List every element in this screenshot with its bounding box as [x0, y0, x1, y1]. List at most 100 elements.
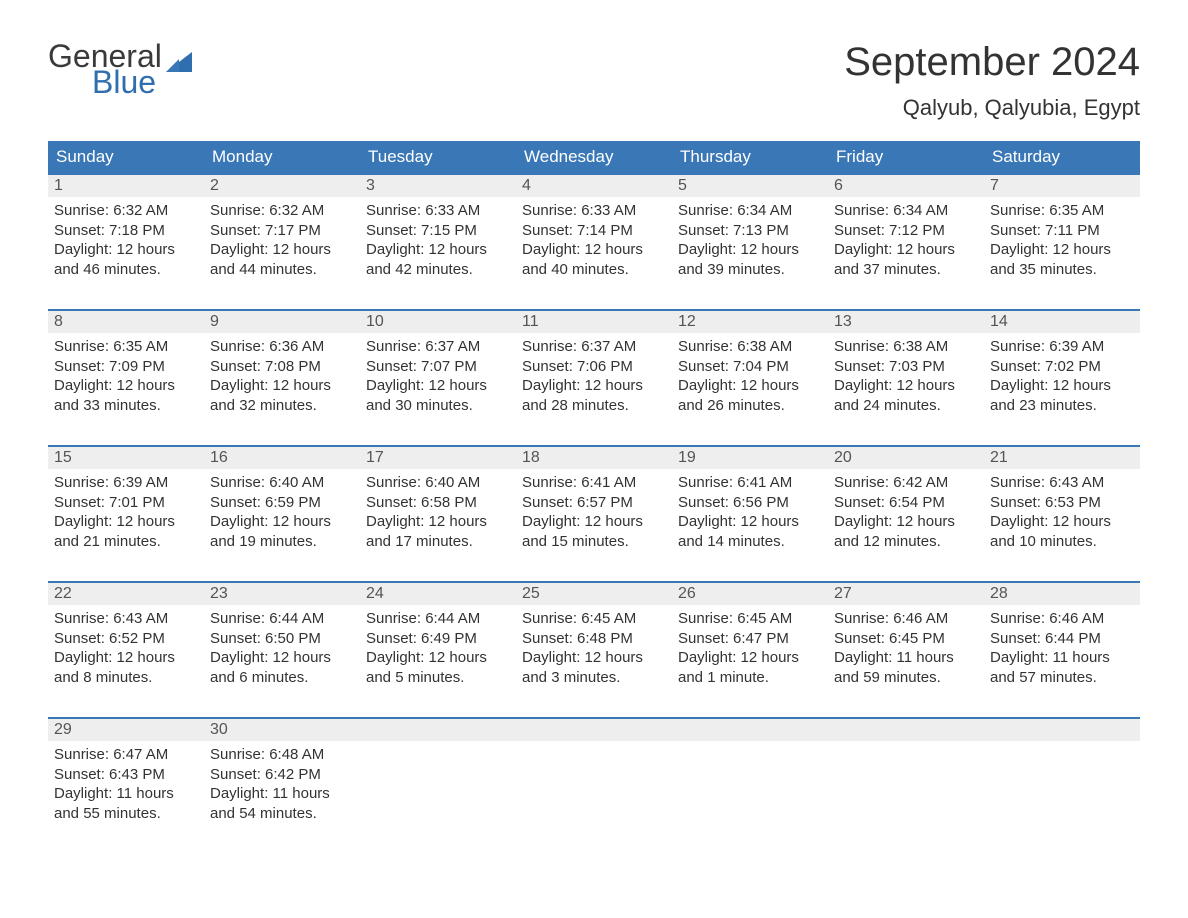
daylight-line1: Daylight: 12 hours — [366, 376, 510, 396]
day-number: 25 — [516, 583, 672, 605]
day-number — [828, 719, 984, 741]
sunrise-text: Sunrise: 6:42 AM — [834, 473, 978, 493]
sunset-text: Sunset: 6:49 PM — [366, 629, 510, 649]
day-cell: 15Sunrise: 6:39 AMSunset: 7:01 PMDayligh… — [48, 447, 204, 567]
daylight-line1: Daylight: 12 hours — [366, 240, 510, 260]
day-number: 21 — [984, 447, 1140, 469]
sunset-text: Sunset: 6:50 PM — [210, 629, 354, 649]
day-number: 30 — [204, 719, 360, 741]
sunset-text: Sunset: 7:02 PM — [990, 357, 1134, 377]
sunrise-text: Sunrise: 6:37 AM — [366, 337, 510, 357]
sunrise-text: Sunrise: 6:32 AM — [54, 201, 198, 221]
day-body: Sunrise: 6:38 AMSunset: 7:03 PMDaylight:… — [828, 333, 984, 421]
day-number: 8 — [48, 311, 204, 333]
day-cell: 11Sunrise: 6:37 AMSunset: 7:06 PMDayligh… — [516, 311, 672, 431]
day-body: Sunrise: 6:32 AMSunset: 7:18 PMDaylight:… — [48, 197, 204, 285]
day-number: 9 — [204, 311, 360, 333]
day-number: 26 — [672, 583, 828, 605]
sunrise-text: Sunrise: 6:33 AM — [522, 201, 666, 221]
daylight-line2: and 35 minutes. — [990, 260, 1134, 280]
daylight-line2: and 32 minutes. — [210, 396, 354, 416]
sunrise-text: Sunrise: 6:38 AM — [834, 337, 978, 357]
sunset-text: Sunset: 6:59 PM — [210, 493, 354, 513]
week-row: 29Sunrise: 6:47 AMSunset: 6:43 PMDayligh… — [48, 717, 1140, 839]
day-number: 19 — [672, 447, 828, 469]
day-cell: 26Sunrise: 6:45 AMSunset: 6:47 PMDayligh… — [672, 583, 828, 703]
sunset-text: Sunset: 6:44 PM — [990, 629, 1134, 649]
daylight-line1: Daylight: 12 hours — [54, 376, 198, 396]
daylight-line1: Daylight: 12 hours — [678, 512, 822, 532]
sunset-text: Sunset: 6:52 PM — [54, 629, 198, 649]
day-body: Sunrise: 6:40 AMSunset: 6:59 PMDaylight:… — [204, 469, 360, 557]
sunrise-text: Sunrise: 6:45 AM — [678, 609, 822, 629]
day-number: 1 — [48, 175, 204, 197]
daylight-line2: and 12 minutes. — [834, 532, 978, 552]
daylight-line2: and 14 minutes. — [678, 532, 822, 552]
sunset-text: Sunset: 7:06 PM — [522, 357, 666, 377]
day-cell: 29Sunrise: 6:47 AMSunset: 6:43 PMDayligh… — [48, 719, 204, 839]
day-cell — [360, 719, 516, 839]
calendar: Sunday Monday Tuesday Wednesday Thursday… — [48, 141, 1140, 839]
day-body: Sunrise: 6:41 AMSunset: 6:56 PMDaylight:… — [672, 469, 828, 557]
daylight-line2: and 42 minutes. — [366, 260, 510, 280]
sunrise-text: Sunrise: 6:48 AM — [210, 745, 354, 765]
sunrise-text: Sunrise: 6:44 AM — [210, 609, 354, 629]
sunrise-text: Sunrise: 6:39 AM — [54, 473, 198, 493]
sunset-text: Sunset: 7:15 PM — [366, 221, 510, 241]
sunset-text: Sunset: 6:47 PM — [678, 629, 822, 649]
day-body: Sunrise: 6:34 AMSunset: 7:13 PMDaylight:… — [672, 197, 828, 285]
daylight-line2: and 21 minutes. — [54, 532, 198, 552]
day-body: Sunrise: 6:45 AMSunset: 6:48 PMDaylight:… — [516, 605, 672, 693]
day-body: Sunrise: 6:35 AMSunset: 7:09 PMDaylight:… — [48, 333, 204, 421]
month-title: September 2024 — [844, 40, 1140, 85]
day-cell: 1Sunrise: 6:32 AMSunset: 7:18 PMDaylight… — [48, 175, 204, 295]
daylight-line1: Daylight: 11 hours — [990, 648, 1134, 668]
sunrise-text: Sunrise: 6:41 AM — [522, 473, 666, 493]
day-cell: 3Sunrise: 6:33 AMSunset: 7:15 PMDaylight… — [360, 175, 516, 295]
day-number — [672, 719, 828, 741]
daylight-line2: and 59 minutes. — [834, 668, 978, 688]
day-number — [516, 719, 672, 741]
day-number: 16 — [204, 447, 360, 469]
daylight-line1: Daylight: 12 hours — [366, 512, 510, 532]
daylight-line1: Daylight: 11 hours — [210, 784, 354, 804]
daylight-line1: Daylight: 12 hours — [210, 512, 354, 532]
day-body: Sunrise: 6:32 AMSunset: 7:17 PMDaylight:… — [204, 197, 360, 285]
daylight-line2: and 17 minutes. — [366, 532, 510, 552]
week-row: 15Sunrise: 6:39 AMSunset: 7:01 PMDayligh… — [48, 445, 1140, 567]
daylight-line1: Daylight: 12 hours — [54, 648, 198, 668]
day-number: 22 — [48, 583, 204, 605]
day-body: Sunrise: 6:34 AMSunset: 7:12 PMDaylight:… — [828, 197, 984, 285]
day-cell: 28Sunrise: 6:46 AMSunset: 6:44 PMDayligh… — [984, 583, 1140, 703]
sunset-text: Sunset: 6:57 PM — [522, 493, 666, 513]
day-number: 27 — [828, 583, 984, 605]
daylight-line2: and 37 minutes. — [834, 260, 978, 280]
day-cell: 21Sunrise: 6:43 AMSunset: 6:53 PMDayligh… — [984, 447, 1140, 567]
sunrise-text: Sunrise: 6:35 AM — [990, 201, 1134, 221]
day-cell: 19Sunrise: 6:41 AMSunset: 6:56 PMDayligh… — [672, 447, 828, 567]
day-body: Sunrise: 6:43 AMSunset: 6:53 PMDaylight:… — [984, 469, 1140, 557]
daylight-line2: and 24 minutes. — [834, 396, 978, 416]
day-header-row: Sunday Monday Tuesday Wednesday Thursday… — [48, 141, 1140, 173]
daylight-line1: Daylight: 11 hours — [834, 648, 978, 668]
day-number: 24 — [360, 583, 516, 605]
day-body: Sunrise: 6:41 AMSunset: 6:57 PMDaylight:… — [516, 469, 672, 557]
sunset-text: Sunset: 7:18 PM — [54, 221, 198, 241]
day-cell: 23Sunrise: 6:44 AMSunset: 6:50 PMDayligh… — [204, 583, 360, 703]
daylight-line2: and 33 minutes. — [54, 396, 198, 416]
daylight-line1: Daylight: 12 hours — [54, 512, 198, 532]
daylight-line1: Daylight: 12 hours — [678, 240, 822, 260]
sunset-text: Sunset: 6:43 PM — [54, 765, 198, 785]
sunrise-text: Sunrise: 6:46 AM — [990, 609, 1134, 629]
day-cell: 9Sunrise: 6:36 AMSunset: 7:08 PMDaylight… — [204, 311, 360, 431]
title-block: September 2024 Qalyub, Qalyubia, Egypt — [844, 40, 1140, 133]
day-cell: 5Sunrise: 6:34 AMSunset: 7:13 PMDaylight… — [672, 175, 828, 295]
sunrise-text: Sunrise: 6:34 AM — [678, 201, 822, 221]
sunrise-text: Sunrise: 6:46 AM — [834, 609, 978, 629]
day-number: 13 — [828, 311, 984, 333]
sunrise-text: Sunrise: 6:32 AM — [210, 201, 354, 221]
daylight-line1: Daylight: 12 hours — [522, 376, 666, 396]
logo-text-blue: Blue — [92, 66, 192, 98]
day-cell: 16Sunrise: 6:40 AMSunset: 6:59 PMDayligh… — [204, 447, 360, 567]
day-header-sun: Sunday — [48, 141, 204, 173]
